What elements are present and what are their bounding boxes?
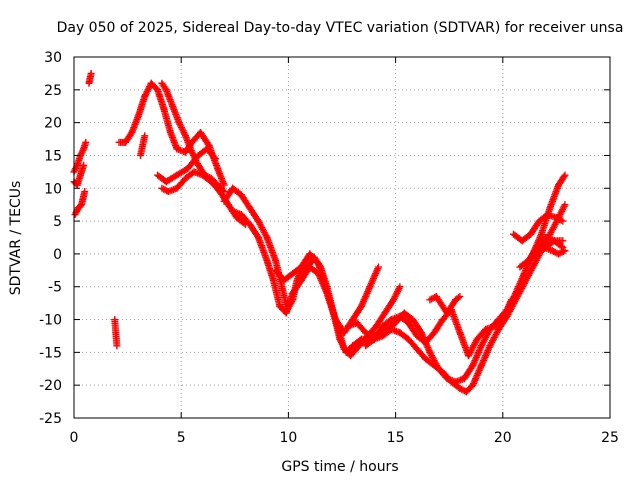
x-tick-label: 0 [70,430,79,446]
y-axis-label: SDTVAR / TECUs [8,181,24,296]
data-point [561,201,569,209]
y-tick-label: -25 [39,411,62,427]
x-tick-label: 15 [387,430,405,446]
data-point [559,217,567,225]
y-tick-label: 20 [44,116,62,132]
data-point [559,237,567,245]
data-point [560,173,568,181]
series-sat-track-13 [272,250,404,360]
x-axis: 0 5 10 15 20 25 [70,57,619,446]
series-sat-track-20 [531,243,569,258]
data-point [561,171,569,179]
data-point [253,232,261,240]
data-point [161,186,169,194]
data-point [561,247,569,255]
series-sat-track-3 [71,188,89,219]
data-point [507,296,515,304]
data-point [82,138,90,146]
data-point [220,181,228,189]
series-sat-track-5 [111,316,121,350]
series-sat-track-4 [85,69,95,87]
series-sat-track-15 [362,296,515,360]
data-point [80,161,88,169]
y-tick-label: 25 [44,83,62,99]
data-point [557,216,565,224]
y-tick-label: 15 [44,148,62,164]
series-sat-track-17 [510,211,567,245]
plot-frame [73,56,611,419]
y-tick-label: -5 [48,280,62,296]
series-sat-track-7 [136,132,149,159]
y-tick-label: 10 [44,181,62,197]
chart-title: Day 050 of 2025, Sidereal Day-to-day VTE… [57,20,624,36]
data-point [87,69,95,77]
data-point [127,130,135,138]
data-point [210,153,218,161]
series-sat-track-16 [426,293,464,317]
y-tick-label: -15 [39,345,62,361]
data-point [558,248,566,256]
y-tick-label: 5 [53,214,62,230]
data-point [113,342,121,350]
y-tick-label: 0 [53,247,62,263]
data-point [454,294,462,302]
y-tick-label: -20 [39,378,62,394]
series-sat-track-12 [229,207,382,337]
grid-lines [74,57,610,418]
x-tick-label: 10 [279,430,297,446]
y-axis: -25 -20 -15 -10 -5 0 5 10 15 20 25 30 [39,50,610,427]
y-tick-label: 30 [44,50,62,66]
data-point [374,263,382,271]
series-sat-track-1 [70,138,90,176]
series-sat-track-9 [158,168,250,228]
x-tick-label: 5 [177,430,186,446]
data-point [559,247,567,255]
series-sat-track-10 [154,145,220,186]
x-tick-label: 20 [494,430,512,446]
data-point [204,140,212,148]
data-point [141,132,149,140]
data-point [212,155,220,163]
data-point [396,283,404,291]
x-tick-label: 25 [601,430,619,446]
data-points [70,69,569,396]
series-sat-track-2 [70,161,88,189]
data-point [456,293,464,301]
data-point [81,188,89,196]
y-tick-label: -10 [39,313,62,329]
x-axis-label: GPS time / hours [281,459,398,475]
